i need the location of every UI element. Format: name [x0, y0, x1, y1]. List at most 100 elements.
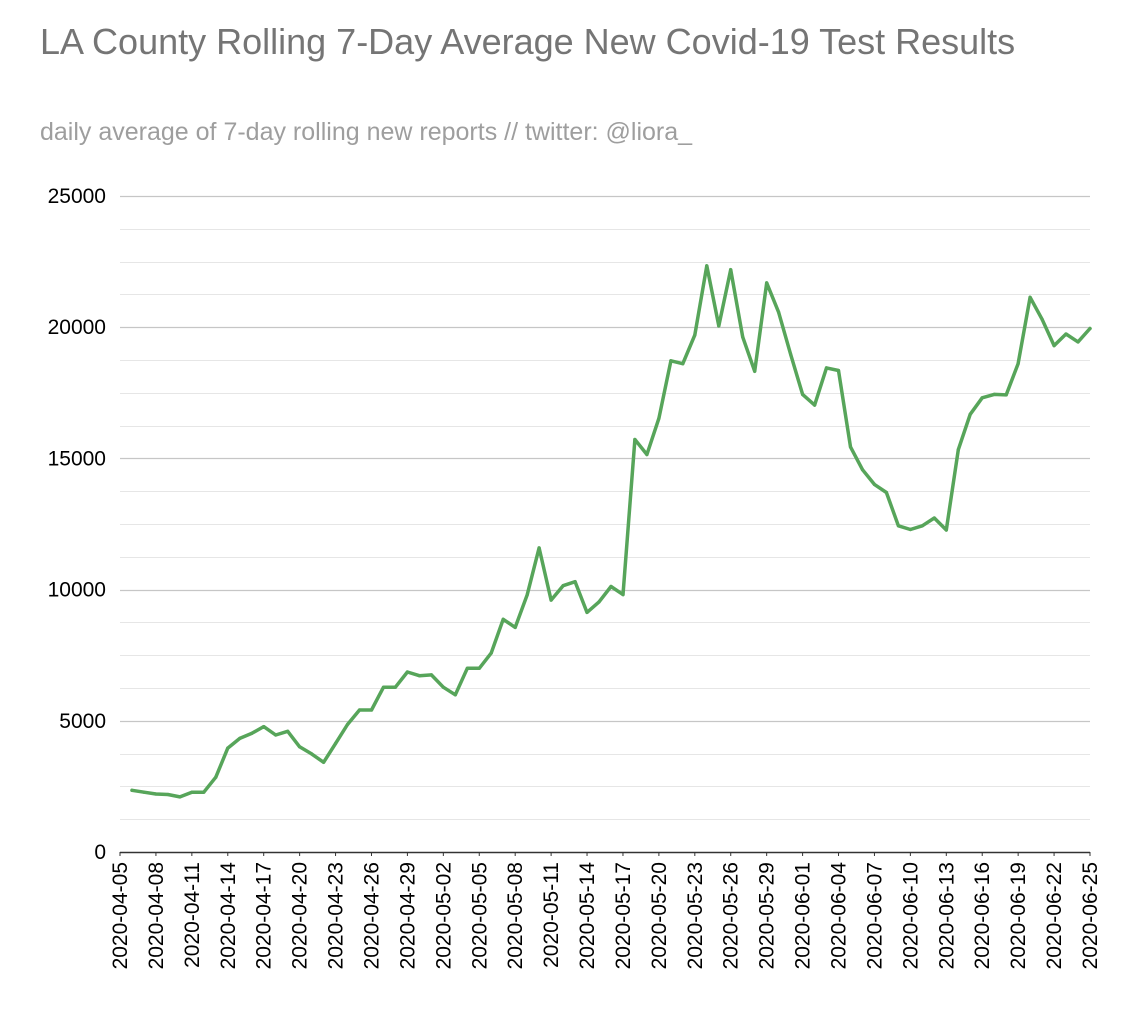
x-tick-label: 2020-06-13 — [935, 862, 958, 969]
y-tick-label: 0 — [94, 841, 106, 864]
data-point — [453, 693, 457, 697]
data-point — [872, 482, 877, 486]
data-point — [860, 468, 865, 472]
y-tick-label: 10000 — [48, 579, 106, 602]
data-point — [1028, 295, 1032, 299]
data-point — [633, 437, 637, 442]
data-point — [1076, 340, 1080, 344]
x-tick-label: 2020-04-05 — [109, 862, 132, 969]
data-point — [549, 598, 553, 602]
x-tick-label: 2020-05-23 — [684, 862, 707, 969]
data-point — [669, 359, 673, 363]
data-point — [573, 580, 577, 584]
x-tick-label: 2020-04-17 — [253, 862, 276, 969]
x-tick-label: 2020-04-08 — [145, 862, 168, 969]
x-tick-label: 2020-05-17 — [612, 862, 635, 969]
data-point — [250, 731, 254, 736]
data-point — [262, 725, 266, 729]
data-point — [681, 362, 685, 366]
x-tick-label: 2020-06-04 — [828, 862, 851, 970]
data-point — [429, 673, 433, 677]
axes — [119, 851, 1091, 856]
data-point — [489, 651, 493, 655]
data-point — [944, 528, 948, 532]
data-point — [848, 445, 853, 449]
x-axis-tick-labels: 2020-04-05 2020-04-08 2020-04-11 2020-04-14… — [109, 862, 1102, 970]
x-tick-label: 2020-05-02 — [432, 862, 455, 969]
data-point — [226, 746, 230, 750]
data-point — [657, 416, 661, 420]
x-tick-label: 2020-06-25 — [1079, 862, 1102, 969]
data-point — [381, 685, 386, 689]
data-point — [753, 369, 757, 373]
chart-subtitle: daily average of 7-day rolling new repor… — [40, 118, 693, 146]
data-point — [274, 733, 278, 737]
data-point — [130, 788, 134, 792]
x-tick-label: 2020-05-05 — [468, 862, 491, 969]
data-point — [908, 527, 913, 532]
x-tick-label: 2020-04-20 — [289, 862, 312, 969]
data-point — [801, 392, 805, 396]
data-point — [884, 490, 889, 495]
gridlines — [120, 195, 1090, 820]
data-point — [417, 674, 421, 678]
data-point — [645, 452, 649, 457]
data-point — [334, 741, 338, 746]
data-point — [741, 335, 745, 339]
data-point — [238, 736, 242, 741]
x-tick-label: 2020-06-10 — [899, 862, 922, 969]
y-tick-label: 15000 — [48, 447, 106, 470]
x-tick-label: 2020-05-11 — [540, 862, 563, 968]
data-point — [561, 584, 565, 588]
data-point — [920, 524, 924, 528]
data-point — [585, 610, 589, 615]
chart-title: LA County Rolling 7-Day Average New Covi… — [40, 21, 1016, 62]
x-tick-label: 2020-06-19 — [1007, 862, 1030, 969]
data-point — [597, 600, 601, 604]
data-point — [214, 775, 218, 779]
data-point — [525, 593, 529, 597]
y-axis-tick-labels: 0 5000 10000 15000 20000 25000 — [48, 185, 106, 864]
data-point — [621, 593, 625, 597]
x-tick-label: 2020-05-08 — [504, 862, 527, 969]
data-point — [729, 268, 733, 272]
data-point — [609, 584, 613, 589]
data-point — [717, 324, 721, 328]
y-tick-label: 20000 — [48, 316, 106, 339]
data-point — [286, 729, 290, 733]
data-point — [824, 366, 829, 370]
y-tick-label: 5000 — [59, 710, 106, 733]
data-point — [465, 666, 469, 670]
x-tick-label: 2020-04-11 — [181, 862, 204, 968]
data-point — [968, 412, 972, 416]
data-point — [537, 546, 541, 550]
x-tick-label: 2020-05-26 — [720, 862, 743, 969]
series-layer — [130, 264, 1092, 799]
data-point — [992, 392, 996, 396]
data-point — [178, 795, 182, 799]
data-point — [777, 310, 781, 314]
x-tick-label: 2020-04-26 — [360, 862, 383, 969]
data-point — [477, 666, 481, 670]
data-point — [693, 333, 697, 337]
data-point — [836, 368, 841, 373]
x-tick-label: 2020-05-20 — [648, 862, 671, 969]
data-point — [513, 625, 517, 630]
data-point — [789, 352, 793, 356]
data-point — [813, 403, 817, 407]
data-point — [357, 708, 362, 712]
data-point — [705, 264, 709, 268]
data-point — [1064, 332, 1068, 336]
data-point — [1016, 362, 1020, 366]
data-point — [166, 792, 170, 797]
data-point — [142, 790, 146, 794]
data-point — [956, 448, 960, 452]
data-point — [202, 790, 206, 794]
data-point — [932, 516, 936, 520]
data-point — [190, 790, 194, 794]
data-point — [310, 752, 314, 756]
data-point — [441, 685, 445, 689]
y-tick-label: 25000 — [48, 185, 106, 208]
x-tick-label: 2020-06-07 — [863, 862, 886, 969]
